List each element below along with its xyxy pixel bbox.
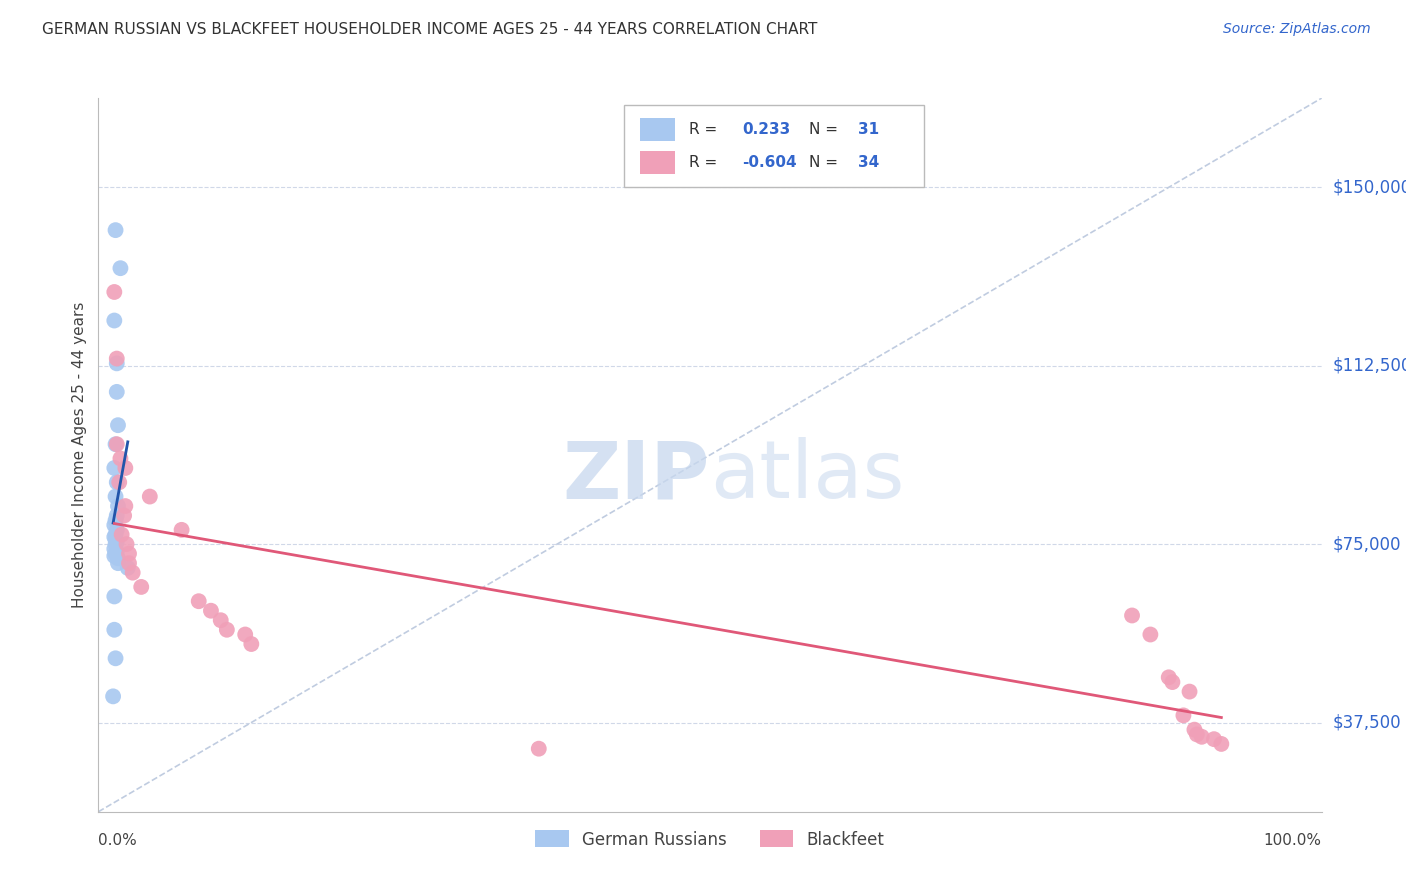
Text: $112,500: $112,500 <box>1333 357 1406 375</box>
Point <box>104 547 127 561</box>
Point <box>104 223 127 237</box>
Text: 34: 34 <box>858 155 879 170</box>
Point <box>104 513 127 527</box>
Point <box>107 418 129 433</box>
Point <box>1157 670 1180 684</box>
Legend: German Russians, Blackfeet: German Russians, Blackfeet <box>527 822 893 857</box>
Point <box>104 437 127 451</box>
Text: N =: N = <box>808 155 838 170</box>
Text: 0.0%: 0.0% <box>98 833 138 848</box>
Point <box>1121 608 1143 623</box>
Point <box>103 549 125 563</box>
Text: 100.0%: 100.0% <box>1264 833 1322 848</box>
Point <box>104 527 127 541</box>
Point <box>101 690 124 704</box>
Text: 31: 31 <box>858 122 879 137</box>
FancyBboxPatch shape <box>624 105 924 187</box>
Point <box>104 490 127 504</box>
Point <box>103 590 125 604</box>
Point <box>1173 708 1195 723</box>
Point <box>107 556 129 570</box>
Point <box>112 508 135 523</box>
Text: N =: N = <box>808 122 838 137</box>
Point <box>105 523 128 537</box>
Point <box>105 475 128 490</box>
Point <box>215 623 238 637</box>
Point <box>103 518 125 533</box>
Point <box>103 313 125 327</box>
Point <box>105 544 128 558</box>
Point <box>1139 627 1161 641</box>
Point <box>233 627 256 641</box>
Text: GERMAN RUSSIAN VS BLACKFEET HOUSEHOLDER INCOME AGES 25 - 44 YEARS CORRELATION CH: GERMAN RUSSIAN VS BLACKFEET HOUSEHOLDER … <box>42 22 817 37</box>
Point <box>1184 723 1206 737</box>
Point <box>118 556 141 570</box>
Text: $75,000: $75,000 <box>1333 535 1402 553</box>
Point <box>104 537 127 551</box>
FancyBboxPatch shape <box>640 119 675 141</box>
Text: $37,500: $37,500 <box>1333 714 1402 731</box>
Point <box>209 613 232 627</box>
Point <box>110 261 132 276</box>
Point <box>105 508 128 523</box>
Point <box>110 451 132 466</box>
Point <box>104 651 127 665</box>
Point <box>1178 684 1201 698</box>
Text: atlas: atlas <box>710 437 904 516</box>
Point <box>117 561 139 575</box>
Point <box>115 537 138 551</box>
Point <box>118 547 141 561</box>
Text: Source: ZipAtlas.com: Source: ZipAtlas.com <box>1223 22 1371 37</box>
Point <box>129 580 152 594</box>
Point <box>105 384 128 399</box>
Point <box>187 594 209 608</box>
Point <box>107 551 129 566</box>
Point <box>1211 737 1233 751</box>
Point <box>111 527 134 541</box>
Point <box>103 530 125 544</box>
Point <box>104 533 127 547</box>
Point <box>527 741 550 756</box>
Point <box>103 623 125 637</box>
FancyBboxPatch shape <box>640 152 675 174</box>
Point <box>240 637 263 651</box>
Text: $150,000: $150,000 <box>1333 178 1406 196</box>
Point <box>105 351 128 366</box>
Point <box>108 475 131 490</box>
Text: -0.604: -0.604 <box>742 155 796 170</box>
Point <box>107 499 129 513</box>
Point <box>1185 727 1208 741</box>
Text: R =: R = <box>689 155 717 170</box>
Point <box>121 566 143 580</box>
Point <box>1161 675 1184 690</box>
Point <box>105 356 128 370</box>
Point <box>103 461 125 475</box>
Point <box>105 534 128 549</box>
Point <box>114 461 136 475</box>
Point <box>114 499 136 513</box>
Point <box>105 437 128 451</box>
Point <box>1191 730 1213 744</box>
Point <box>103 285 125 299</box>
Text: R =: R = <box>689 122 717 137</box>
Point <box>170 523 193 537</box>
Point <box>103 541 125 556</box>
Y-axis label: Householder Income Ages 25 - 44 years: Householder Income Ages 25 - 44 years <box>72 301 87 608</box>
Point <box>200 604 222 618</box>
Text: ZIP: ZIP <box>562 437 710 516</box>
Text: 0.233: 0.233 <box>742 122 790 137</box>
Point <box>1202 732 1225 747</box>
Point <box>139 490 162 504</box>
